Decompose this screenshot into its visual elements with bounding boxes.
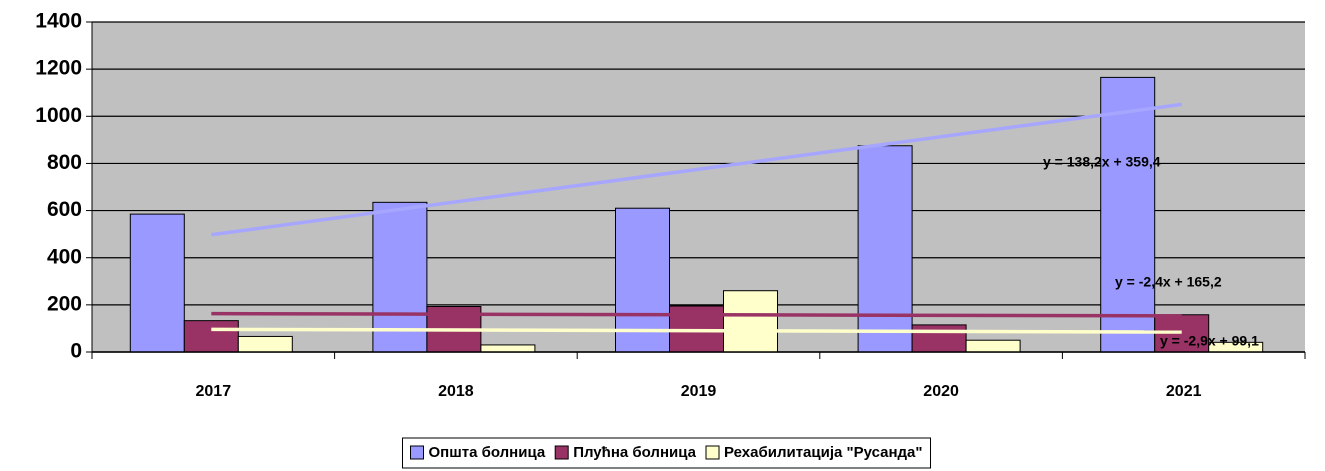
- x-tick-label: 2019: [681, 383, 717, 400]
- legend-label: Рехабилитација "Русанда": [724, 444, 923, 461]
- legend: Општа болница Плућна болница Рехабилитациј…: [401, 437, 932, 469]
- bar: [911, 324, 967, 353]
- bar: [723, 290, 778, 353]
- y-tick-label: 1200: [35, 57, 82, 80]
- bar: [857, 145, 913, 353]
- bar: [615, 207, 670, 353]
- legend-box: [401, 437, 932, 469]
- trendline-equation: y = 138,2x + 359,4: [1043, 154, 1161, 170]
- bar: [237, 335, 293, 353]
- bar: [183, 320, 239, 353]
- y-tick-label: 200: [47, 292, 82, 315]
- legend-swatch: [705, 445, 720, 460]
- y-tick-label: 600: [47, 198, 82, 221]
- bar: [480, 344, 536, 353]
- x-tick-label: 2017: [196, 383, 232, 400]
- legend-label: Општа болница: [428, 444, 545, 461]
- y-tick-label: 1400: [35, 10, 82, 33]
- trendline: [211, 102, 1182, 237]
- x-tick-label: 2021: [1166, 383, 1202, 400]
- x-tick-label: 2020: [923, 383, 959, 400]
- legend-swatch: [409, 445, 424, 460]
- bar: [965, 339, 1021, 353]
- trendline: [211, 327, 1182, 334]
- bar: [1100, 76, 1156, 353]
- x-tick-label: 2018: [438, 383, 474, 400]
- trendline: [211, 311, 1182, 318]
- y-tick-label: 800: [47, 151, 82, 174]
- trendline-equation: y = -2,4x + 165,2: [1115, 274, 1222, 290]
- y-tick-label: 0: [70, 340, 82, 363]
- bar: [129, 213, 185, 353]
- legend-swatch: [554, 445, 569, 460]
- y-tick-label: 1000: [35, 104, 82, 127]
- y-tick-label: 400: [47, 245, 82, 268]
- legend-label: Плућна болница: [573, 444, 696, 461]
- trendline-equation: y = -2,9x + 99,1: [1160, 333, 1259, 349]
